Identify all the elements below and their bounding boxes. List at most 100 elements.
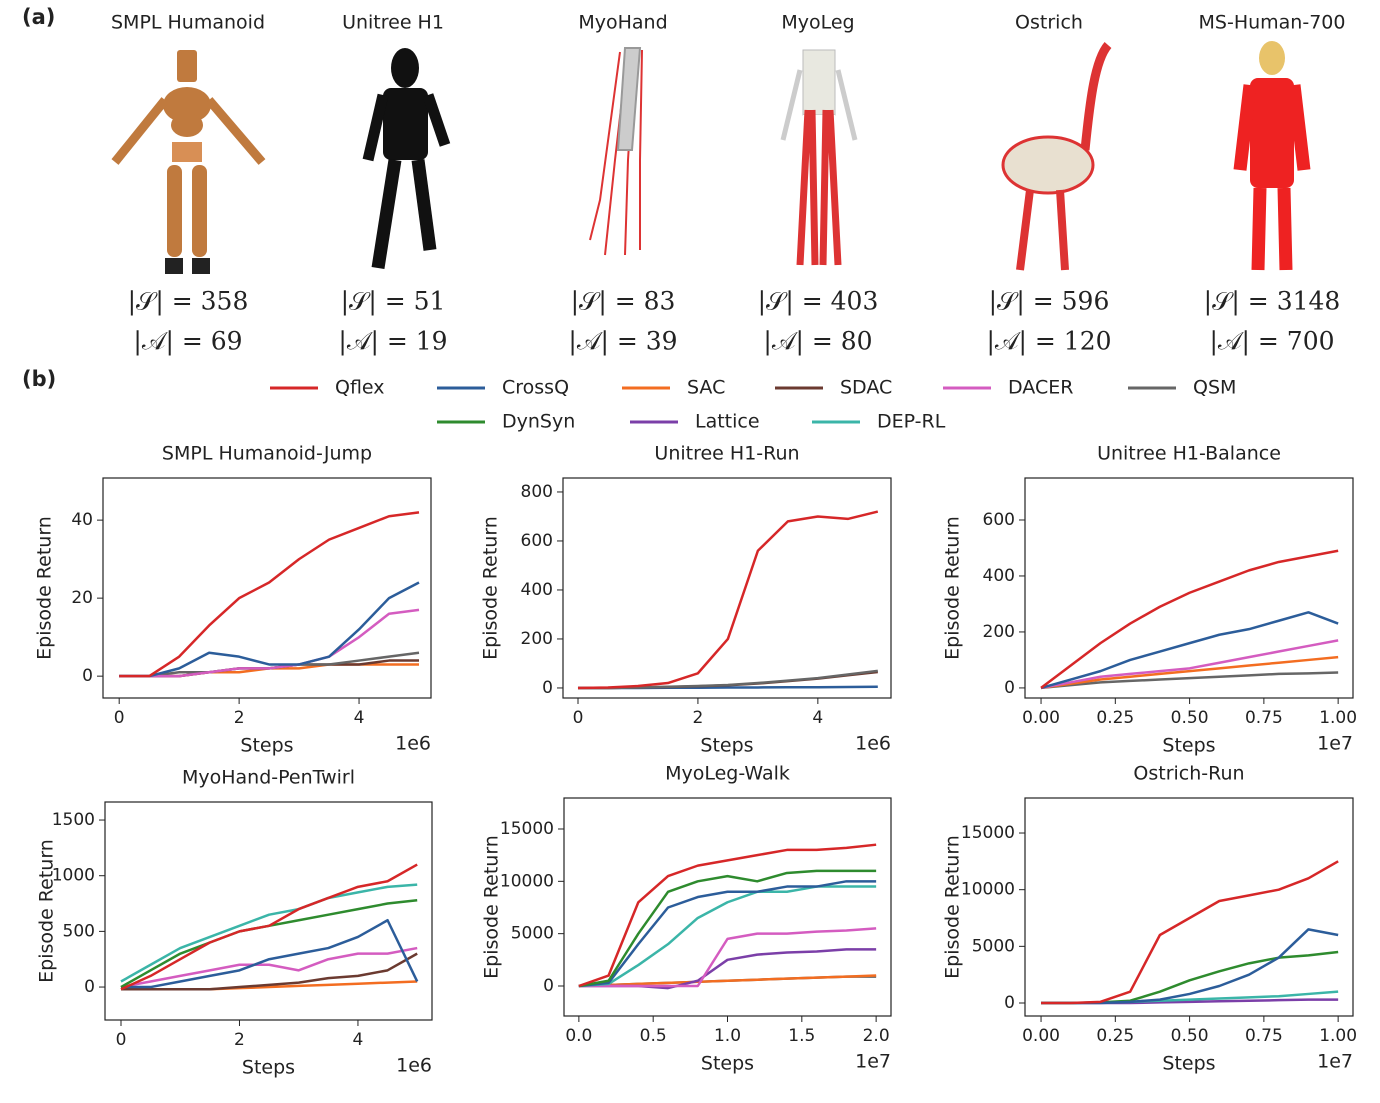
y-tick-label: 15000 <box>961 823 1015 843</box>
y-tick-label: 500 <box>63 921 95 941</box>
y-tick-label: 0 <box>84 977 95 997</box>
legend-label: Lattice <box>695 411 760 433</box>
action-dim: |𝒜| = 39 <box>568 327 677 357</box>
y-axis-label: Episode Return <box>942 835 964 979</box>
x-tick-label: 1.0 <box>714 1026 741 1046</box>
legend-label: CrossQ <box>502 377 569 399</box>
series-line <box>578 869 877 988</box>
model-name: Ostrich <box>1015 12 1083 34</box>
y-tick-label: 10000 <box>500 871 554 891</box>
x-axis-label: Steps <box>701 1053 754 1075</box>
x-tick-label: 2.0 <box>863 1026 890 1046</box>
x-tick-label: 1.5 <box>788 1026 815 1046</box>
y-tick-label: 0 <box>542 678 553 698</box>
chart-title: MyoLeg-Walk <box>665 763 790 785</box>
y-tick-label: 5000 <box>511 924 554 944</box>
y-axis-label: Episode Return <box>481 835 503 979</box>
x-tick-label: 4 <box>812 708 823 728</box>
y-tick-label: 15000 <box>500 819 554 839</box>
series-line <box>1040 639 1339 690</box>
panel-label: (b) <box>22 367 56 391</box>
model-name: SMPL Humanoid <box>111 12 265 34</box>
x-tick-label: 0.00 <box>1022 1026 1060 1046</box>
chart-title: Unitree H1-Run <box>654 443 799 465</box>
state-dim: |𝒮| = 51 <box>341 287 446 317</box>
x-tick-label: 1.00 <box>1319 708 1357 728</box>
model-name: MyoHand <box>578 12 667 34</box>
x-tick-label: 4 <box>353 1030 364 1050</box>
mshuman-illustration <box>1233 41 1311 271</box>
chart-title: Unitree H1-Balance <box>1097 443 1281 465</box>
chart-title: MyoHand-PenTwirl <box>182 767 355 789</box>
plot-frame <box>1024 477 1354 699</box>
myoleg-illustration <box>780 49 858 266</box>
ostrich-illustration <box>1001 42 1112 271</box>
chart-title: SMPL Humanoid-Jump <box>162 443 372 465</box>
y-tick-label: 5000 <box>972 936 1015 956</box>
series-line <box>120 863 418 991</box>
smpl-illustration <box>111 50 266 274</box>
h1-illustration <box>362 48 451 270</box>
legend-label: Qflex <box>335 377 385 399</box>
series-line <box>577 669 878 690</box>
y-tick-label: 600 <box>521 531 553 551</box>
x-tick-label: 0.50 <box>1171 708 1209 728</box>
state-dim: |𝒮| = 3148 <box>1204 287 1341 317</box>
x-offset: 1e6 <box>395 733 431 755</box>
x-axis-label: Steps <box>1162 1053 1215 1075</box>
x-tick-label: 0.00 <box>1022 708 1060 728</box>
plot-frame <box>562 477 892 699</box>
plot-frame <box>563 797 892 1017</box>
x-tick-label: 2 <box>693 708 704 728</box>
x-offset: 1e6 <box>396 1055 432 1077</box>
y-tick-label: 10000 <box>961 880 1015 900</box>
x-axis-label: Steps <box>700 735 753 757</box>
plot-frame <box>1024 797 1354 1017</box>
plot-frame <box>102 477 432 699</box>
myohand-illustration <box>589 47 643 256</box>
x-tick-label: 0 <box>116 1030 127 1050</box>
x-offset: 1e7 <box>1317 1051 1353 1073</box>
y-tick-label: 400 <box>983 566 1015 586</box>
series-line <box>120 952 418 991</box>
y-axis-label: Episode Return <box>942 516 964 660</box>
series-line <box>578 885 877 988</box>
action-dim: |𝒜| = 69 <box>133 327 242 357</box>
legend-label: QSM <box>1193 377 1236 399</box>
action-dim: |𝒜| = 700 <box>1209 327 1334 357</box>
state-dim: |𝒮| = 358 <box>128 287 249 317</box>
x-tick-label: 2 <box>234 708 245 728</box>
y-tick-label: 0 <box>543 976 554 996</box>
panel-label: (a) <box>22 5 55 29</box>
action-dim: |𝒜| = 19 <box>338 327 447 357</box>
state-dim: |𝒮| = 83 <box>571 287 676 317</box>
x-tick-label: 0.5 <box>640 1026 667 1046</box>
y-axis-label: Episode Return <box>36 839 58 983</box>
y-tick-label: 1000 <box>52 866 95 886</box>
y-tick-label: 200 <box>521 629 553 649</box>
y-axis-label: Episode Return <box>480 516 502 660</box>
x-tick-label: 0.0 <box>565 1026 592 1046</box>
x-tick-label: 1.00 <box>1319 1026 1357 1046</box>
state-dim: |𝒮| = 403 <box>758 287 879 317</box>
series-line <box>578 880 877 988</box>
legend-label: DACER <box>1008 377 1073 399</box>
series-line <box>120 883 418 983</box>
model-name: MyoLeg <box>781 12 854 34</box>
series-line <box>1040 611 1339 690</box>
x-tick-label: 0.75 <box>1245 708 1283 728</box>
series-line <box>578 843 877 988</box>
series-line <box>578 974 877 988</box>
legend-label: SAC <box>687 377 725 399</box>
y-axis-label: Episode Return <box>34 516 56 660</box>
chart-title: Ostrich-Run <box>1133 763 1244 785</box>
series-line <box>119 608 420 678</box>
y-tick-label: 0 <box>1004 678 1015 698</box>
x-offset: 1e7 <box>855 1051 891 1073</box>
y-tick-label: 0 <box>1004 993 1015 1013</box>
model-name: Unitree H1 <box>342 12 444 34</box>
x-tick-label: 0 <box>573 708 584 728</box>
action-dim: |𝒜| = 120 <box>986 327 1111 357</box>
x-axis-label: Steps <box>242 1057 295 1079</box>
series-line <box>1040 655 1339 690</box>
